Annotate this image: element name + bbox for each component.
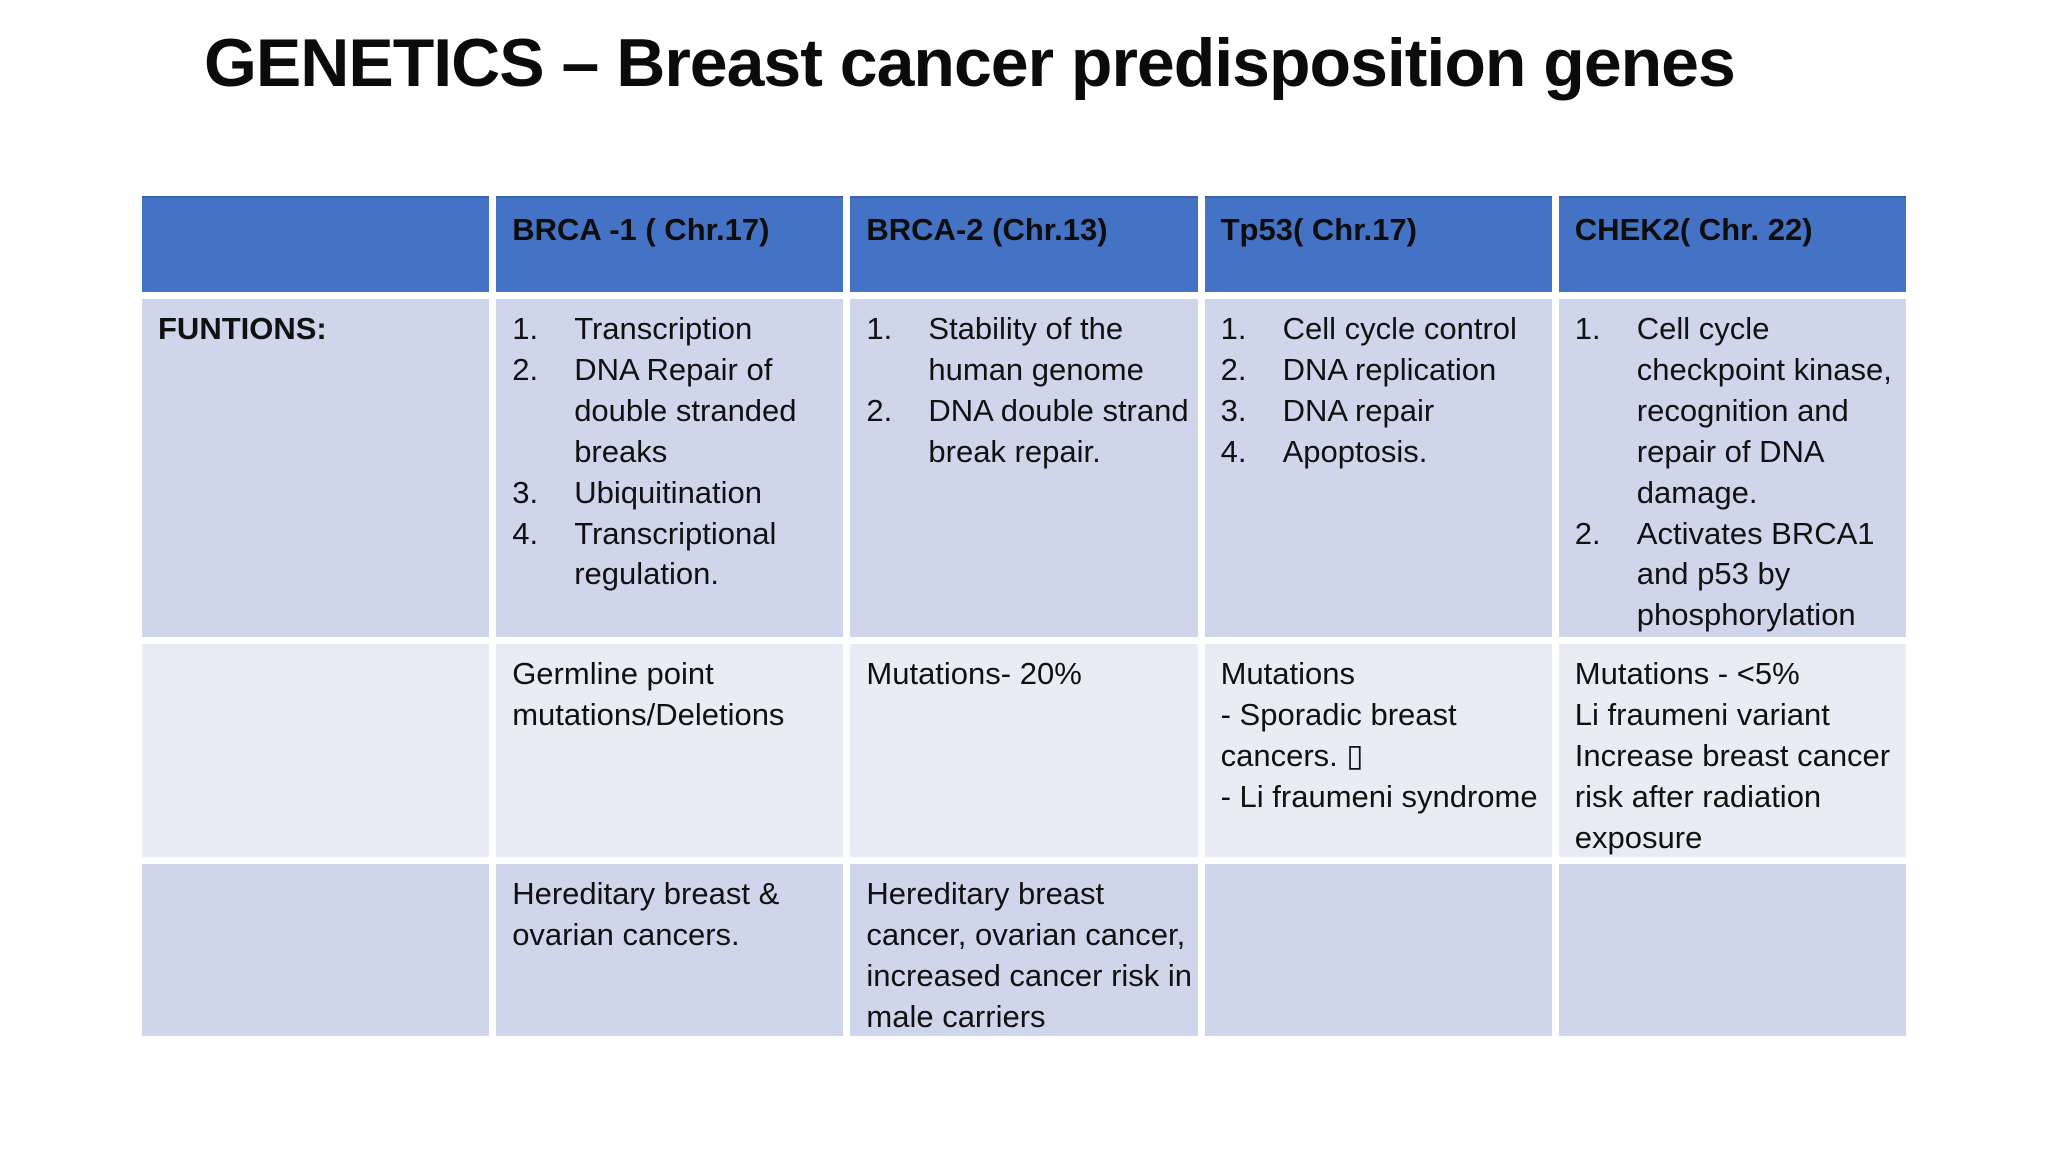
list-item: Cell cycle control	[1221, 309, 1548, 350]
list-item: DNA double strand break repair.	[866, 391, 1193, 473]
list-item-text: Cell cycle control	[1282, 311, 1517, 346]
list-item-text: DNA replication	[1282, 351, 1497, 387]
tp53-functions-cell: Cell cycle control DNA replication DNA rep…	[1204, 299, 1552, 637]
brca2-functions-cell: Stability of the human genome DNA double …	[850, 299, 1198, 637]
tp53-cancers-cell-empty	[1204, 864, 1552, 1036]
gene-table: BRCA -1 ( Chr.17) BRCA-2 (Chr.13) Tp53( …	[142, 196, 1906, 1036]
header-cell-chek2: CHEK2( Chr. 22)	[1558, 196, 1906, 292]
list-item: DNA replication	[1221, 350, 1548, 391]
slide-title: GENETICS – Breast cancer predisposition …	[204, 25, 1736, 101]
list-item: DNA Repair of double stranded breaks	[512, 350, 839, 473]
tp53-mutations-cell: Mutations - Sporadic breast cancers. ▯ - L…	[1204, 644, 1552, 857]
brca1-mutations-cell: Germline point mutations/Deletions	[496, 644, 844, 857]
list-item-text: Ubiquitination	[574, 474, 763, 510]
header-cell-brca1: BRCA -1 ( Chr.17)	[496, 196, 844, 292]
row-label-mutations	[142, 644, 490, 857]
brca1-cancers-cell: Hereditary breast & ovarian cancers.	[496, 864, 844, 1036]
list-item: DNA repair	[1221, 391, 1548, 432]
brca2-functions-list: Stability of the human genome DNA double …	[866, 309, 1193, 473]
list-item-text: DNA Repair of double stranded breaks	[574, 351, 797, 469]
row-label-functions: FUNTIONS:	[142, 299, 490, 637]
brca1-functions-list: Transcription DNA Repair of double strand…	[512, 309, 839, 595]
chek2-functions-cell: Cell cycle checkpoint kinase, recognitio…	[1558, 299, 1906, 637]
list-item-text: Stability of the human genome	[928, 311, 1144, 387]
chek2-mutations-cell: Mutations - <5% Li fraumeni variant Increa…	[1558, 644, 1906, 857]
list-item: Cell cycle checkpoint kinase, recognitio…	[1575, 309, 1902, 514]
list-item-text: Cell cycle checkpoint kinase, recognitio…	[1636, 311, 1892, 510]
list-item: Ubiquitination	[512, 473, 839, 514]
list-item-text: Activates BRCA1 and p53 by phosphorylati…	[1636, 515, 1875, 633]
list-item: Apoptosis.	[1221, 432, 1548, 473]
tp53-functions-list: Cell cycle control DNA replication DNA rep…	[1221, 309, 1548, 473]
chek2-cancers-cell-empty	[1558, 864, 1906, 1036]
list-item-text: DNA repair	[1282, 392, 1435, 428]
list-item: Transcriptional regulation.	[512, 514, 839, 596]
header-cell-brca2: BRCA-2 (Chr.13)	[850, 196, 1198, 292]
list-item: Transcription	[512, 309, 839, 350]
list-item: Activates BRCA1 and p53 by phosphorylati…	[1575, 514, 1902, 637]
brca2-mutations-cell: Mutations- 20%	[850, 644, 1198, 857]
brca1-functions-cell: Transcription DNA Repair of double strand…	[496, 299, 844, 637]
list-item-text: Apoptosis.	[1282, 433, 1428, 469]
list-item: Stability of the human genome	[866, 309, 1193, 391]
row-label-cancers	[142, 864, 490, 1036]
list-item-text: DNA double strand break repair.	[928, 392, 1189, 469]
list-item-text: Transcription	[574, 311, 753, 346]
list-item-text: Transcriptional regulation.	[574, 515, 777, 592]
chek2-functions-list: Cell cycle checkpoint kinase, recognitio…	[1575, 309, 1902, 636]
header-cell-tp53: Tp53( Chr.17)	[1204, 196, 1552, 292]
brca2-cancers-cell: Hereditary breast cancer, ovarian cancer…	[850, 864, 1198, 1036]
header-cell-corner	[142, 196, 490, 292]
